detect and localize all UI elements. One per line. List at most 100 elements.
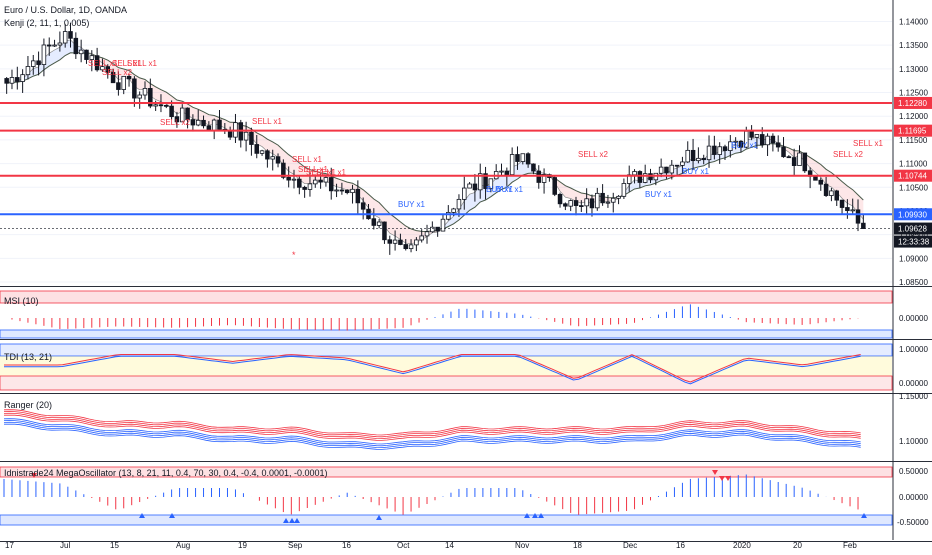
trend-cloud-segment	[54, 47, 60, 63]
trend-cloud-segment	[698, 159, 704, 167]
candle	[25, 66, 31, 76]
price-badge-label: 12:33:38	[898, 238, 930, 247]
trend-cloud-segment	[389, 213, 396, 236]
candle	[759, 134, 765, 146]
price-badge-label: 1.12280	[898, 99, 927, 108]
price-badge-label: 1.09628	[898, 225, 927, 234]
candle	[520, 153, 526, 162]
candle	[408, 244, 414, 250]
candle	[430, 226, 435, 233]
trend-cloud-segment	[288, 154, 294, 175]
ranger-pane	[3, 409, 861, 450]
trend-cloud-segment	[810, 157, 816, 173]
candle	[855, 209, 861, 224]
candle	[254, 144, 260, 154]
candle	[281, 162, 286, 178]
price-tick-label: 1.09000	[899, 254, 928, 263]
buy-signal-label: BUY x1	[486, 185, 514, 194]
candle	[467, 183, 472, 189]
sell-signal-label: SELL x2	[578, 150, 608, 159]
candle	[339, 189, 345, 192]
sell-signal-label: SELL x1	[88, 59, 118, 68]
candle	[41, 44, 47, 65]
msi-upper-band	[0, 290, 893, 304]
candle	[318, 179, 323, 183]
sell-signal-label: SELL x1	[127, 59, 157, 68]
trend-cloud-segment	[474, 184, 481, 208]
candle	[100, 66, 105, 71]
buy-arrow-marker	[139, 513, 145, 518]
candle	[813, 175, 818, 181]
trend-cloud-segment	[368, 194, 374, 215]
candle	[531, 163, 536, 172]
price-tick-label: 1.09500	[899, 231, 928, 240]
trend-cloud-segment	[682, 159, 688, 174]
price-tick-label: 1.08500	[899, 278, 928, 287]
candle	[89, 55, 95, 60]
candle	[132, 78, 137, 99]
candle	[265, 150, 270, 160]
candle	[424, 231, 430, 237]
buy-arrow-marker	[289, 518, 295, 523]
price-badge-label: 1.09930	[898, 210, 927, 219]
sell-signal-label: SELL x1	[853, 139, 883, 148]
candle	[190, 119, 196, 126]
ranger-band-line	[3, 412, 861, 440]
ranger-band-line	[3, 418, 861, 445]
candle	[137, 94, 142, 99]
candle	[387, 239, 393, 244]
tdi-signal-line	[4, 355, 861, 385]
candle	[770, 135, 776, 144]
buy-signal-label: BUY x1	[682, 167, 710, 176]
buy-arrow-marker	[169, 513, 175, 518]
candle	[302, 186, 307, 190]
sell-signal-label: SELL x1	[306, 168, 336, 177]
candle	[270, 156, 275, 160]
candle	[110, 72, 116, 84]
sell-signal-label: SELL x1	[298, 165, 328, 174]
candle	[15, 77, 20, 82]
sell-signal-label: SELL x1	[316, 168, 346, 177]
tdi-pane	[0, 343, 893, 391]
trend-cloud-segment	[336, 178, 342, 189]
trend-cloud-segment	[293, 158, 300, 180]
candle	[648, 173, 653, 181]
candle	[685, 149, 691, 163]
axes: 1.14000 1.13500 1.13000 1.12500 1.12000 1.115…	[5, 17, 932, 550]
mega-title: Idnistrade24 MegaOscillator (13, 8, 21, …	[4, 468, 328, 478]
price-tick-label: 1.11500	[899, 136, 928, 145]
trend-cloud-segment	[160, 89, 167, 104]
candle	[509, 154, 515, 176]
candle	[440, 218, 446, 232]
trend-cloud-segment	[576, 190, 582, 204]
candle	[158, 104, 164, 107]
trend-cloud-segment	[831, 172, 837, 193]
trend-cloud-segment	[49, 50, 55, 67]
candle	[185, 107, 190, 121]
candle	[568, 200, 573, 207]
date-tick-label: Aug	[176, 541, 190, 550]
symbol-title: Euro / U.S. Dollar, 1D, OANDA	[4, 5, 127, 15]
trend-cloud-segment	[847, 186, 853, 206]
candle	[610, 197, 616, 203]
candle	[674, 164, 680, 167]
candle	[600, 192, 605, 204]
price-badge	[894, 124, 932, 137]
candle	[201, 119, 206, 127]
trend-cloud-segment	[347, 182, 353, 190]
candle	[786, 156, 792, 159]
candle	[749, 130, 754, 138]
date-tick-label: Dec	[623, 541, 637, 550]
buy-arrow-marker	[294, 518, 300, 523]
price-badge-label: 1.11695	[898, 127, 927, 136]
buy-arrow-marker	[861, 513, 867, 518]
price-tick-label: 1.12000	[899, 112, 928, 121]
tdi-mid-band	[0, 356, 892, 376]
trend-cloud-segment	[256, 132, 263, 147]
trend-cloud-segment	[842, 181, 848, 204]
candle	[46, 44, 52, 47]
buy-arrow-marker	[376, 515, 382, 520]
candle	[664, 166, 669, 174]
